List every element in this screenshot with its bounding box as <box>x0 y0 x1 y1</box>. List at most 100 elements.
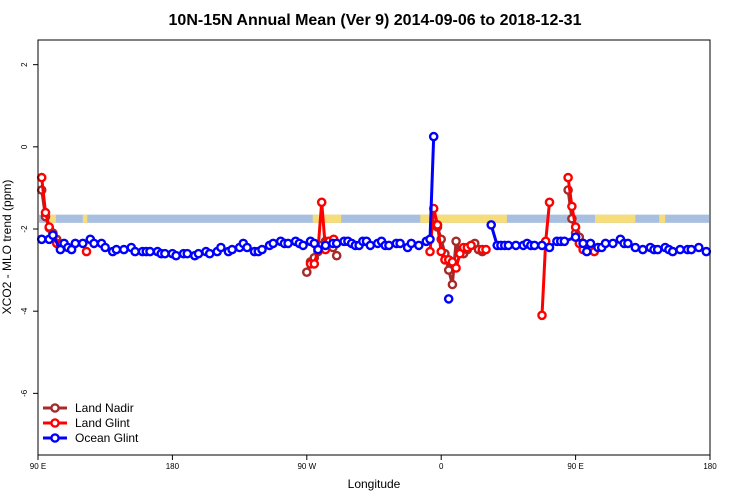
data-point <box>171 250 181 261</box>
plot-frame <box>37 39 711 456</box>
data-point <box>567 201 577 212</box>
data-point <box>301 267 312 278</box>
data-point <box>406 238 417 249</box>
ocean-band <box>39 214 709 223</box>
data-point <box>638 244 648 255</box>
data-point <box>544 197 555 208</box>
data-point <box>425 234 435 245</box>
data-point <box>451 263 461 273</box>
series-line <box>41 136 436 258</box>
data-point <box>395 238 405 249</box>
data-point <box>182 248 193 259</box>
data-point <box>130 246 140 257</box>
data-point <box>451 236 461 247</box>
data-point <box>701 246 712 257</box>
data-point <box>578 238 588 249</box>
data-point <box>686 244 697 255</box>
data-point <box>193 248 204 259</box>
data-point <box>694 242 704 253</box>
data-point <box>600 238 611 249</box>
land-band-segment <box>46 214 56 223</box>
data-point <box>44 222 55 232</box>
data-point <box>40 207 51 218</box>
data-point <box>316 197 327 208</box>
y-tick-label: 2 <box>20 62 29 67</box>
legend-swatch-marker <box>50 433 60 443</box>
data-point <box>36 234 47 245</box>
data-point <box>36 172 47 183</box>
data-point <box>652 244 663 255</box>
data-point <box>298 240 308 251</box>
data-point <box>119 244 129 255</box>
data-point <box>227 244 237 255</box>
legend-item: Land Nadir <box>43 401 134 415</box>
data-point <box>623 238 633 249</box>
data-point <box>585 238 596 249</box>
data-point <box>486 220 497 230</box>
y-tick-label: -4 <box>20 307 29 315</box>
data-point <box>481 244 491 255</box>
data-point <box>100 242 110 253</box>
x-tick-label: 90 E <box>567 462 583 471</box>
data-point <box>529 240 540 251</box>
legend-swatch-marker <box>50 418 60 428</box>
data-point <box>89 238 99 249</box>
legend-label: Ocean Glint <box>75 431 139 445</box>
data-point <box>313 244 323 255</box>
data-point <box>436 246 447 257</box>
data-point <box>384 240 394 251</box>
data-point <box>242 242 252 253</box>
y-tick-label: 0 <box>20 144 29 149</box>
data-point <box>443 294 454 304</box>
chart-title: 10N-15N Annual Mean (Ver 9) 2014-09-06 t… <box>169 12 582 29</box>
x-tick-label: 180 <box>703 462 717 471</box>
data-point <box>630 242 641 253</box>
land-band-segment <box>659 214 666 223</box>
land-band-segment <box>82 214 88 223</box>
data-point <box>111 244 122 255</box>
data-point <box>365 240 376 251</box>
data-point <box>145 246 155 257</box>
data-point <box>570 232 581 242</box>
data-point <box>413 240 424 251</box>
data-point <box>331 250 342 261</box>
y-tick-label: -2 <box>20 225 29 233</box>
data-point <box>675 244 685 255</box>
data-point <box>570 222 581 232</box>
x-axis-label: Longitude <box>348 477 401 491</box>
data-point <box>204 248 215 259</box>
x-tick-label: 90 E <box>30 462 46 471</box>
data-point <box>582 246 592 257</box>
y-axis: 2 0 -2 -4 -6 <box>20 62 38 397</box>
data-point <box>70 238 81 249</box>
data-point <box>544 242 555 253</box>
data-point <box>443 265 454 275</box>
y-tick-label: -6 <box>20 389 29 397</box>
data-point <box>608 238 618 249</box>
data-point <box>48 230 58 240</box>
land-band-segment <box>312 214 342 223</box>
data-point <box>667 246 678 257</box>
data-point <box>81 246 92 257</box>
data-point <box>432 220 443 230</box>
data-point <box>160 248 170 259</box>
series-ocean-glint <box>36 131 712 304</box>
legend-label: Land Glint <box>75 416 130 430</box>
data-point <box>447 279 458 290</box>
legend-item: Ocean Glint <box>43 431 139 445</box>
data-point <box>425 246 435 257</box>
data-point <box>320 240 331 251</box>
legend-label: Land Nadir <box>75 401 134 415</box>
x-tick-label: 90 W <box>297 462 316 471</box>
data-point <box>563 172 573 183</box>
data-point <box>559 236 570 247</box>
x-tick-label: 0 <box>439 462 444 471</box>
data-point <box>428 131 439 142</box>
data-point <box>283 238 293 249</box>
data-point <box>537 240 547 251</box>
data-point <box>503 240 514 251</box>
data-point <box>511 240 521 251</box>
data-point <box>309 259 320 269</box>
